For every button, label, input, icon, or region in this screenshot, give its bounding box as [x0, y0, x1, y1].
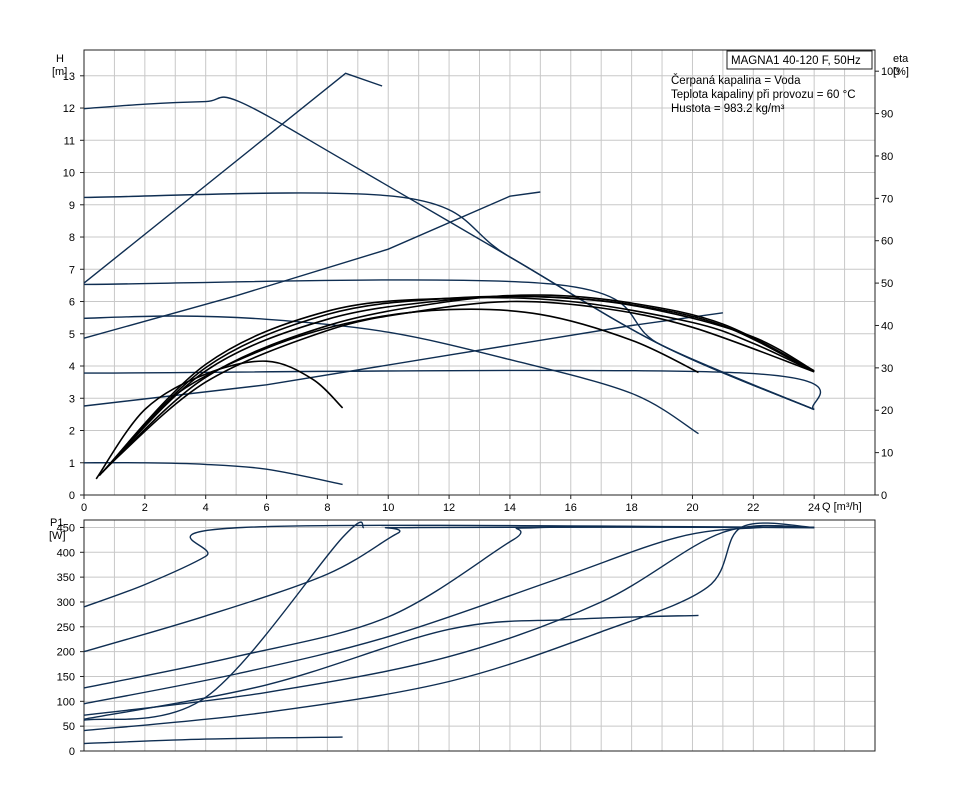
y2-tick-label: 80 [881, 151, 893, 163]
top-grid [84, 50, 875, 495]
power-curve [83, 525, 815, 689]
y-tick-label: 6 [69, 297, 75, 309]
p1-tick-label: 400 [57, 547, 75, 559]
y2-tick-label: 10 [881, 448, 893, 460]
y-tick-label: 2 [69, 426, 75, 438]
model-label-box [726, 50, 873, 70]
bottom-plot-frame [83, 519, 876, 752]
p1-tick-label: 100 [57, 696, 75, 708]
y-axis-label-p1: P1 [50, 517, 63, 529]
pump-info-box: MAGNA1 40-120 F, 50Hz Čerpaná kapalina =… [671, 50, 873, 115]
p1-tick-label: 250 [57, 622, 75, 634]
p1-tick-label: 150 [57, 671, 75, 683]
y-tick-label: 7 [69, 264, 75, 276]
head-curve [83, 369, 822, 411]
y-tick-label: 1 [69, 458, 75, 470]
y-tick-label: 9 [69, 200, 75, 212]
y-tick-label: 13 [63, 71, 75, 83]
bottom-curves [83, 521, 815, 745]
x-tick-label: 8 [324, 502, 330, 514]
y2-tick-label: 20 [881, 405, 893, 417]
bottom-grid [84, 520, 875, 751]
x-tick-label: 20 [686, 502, 698, 514]
y2-tick-label: 30 [881, 363, 893, 375]
efficiency-curve [98, 296, 815, 477]
y2-tick-label: 70 [881, 193, 893, 205]
head-curve [83, 315, 699, 435]
power-curve [83, 521, 365, 721]
y-axis-unit-p1: [W] [49, 530, 66, 542]
top-curves [83, 72, 822, 486]
y2-axis-unit-eta: [%] [893, 66, 909, 78]
power-curve [83, 736, 343, 745]
top-plot-frame [83, 49, 876, 496]
y2-tick-label: 40 [881, 320, 893, 332]
y-tick-label: 5 [69, 329, 75, 341]
y2-axis-label-eta: eta [893, 53, 909, 65]
eta-curve [83, 72, 383, 284]
y-tick-label: 11 [64, 135, 75, 147]
y2-tick-label: 0 [881, 490, 887, 502]
power-curve [83, 522, 815, 732]
efficiency-curve [110, 300, 815, 464]
power-curve [83, 614, 699, 720]
eta-curve [83, 312, 723, 407]
power-curve [83, 524, 815, 716]
eta-curve [83, 191, 541, 339]
x-tick-label: 12 [443, 502, 455, 514]
top-tick-labels: 0123456789101112130102030405060708090100… [63, 66, 900, 514]
efficiency-curve [95, 360, 344, 480]
x-tick-label: 2 [142, 502, 148, 514]
model-label: MAGNA1 40-120 F, 50Hz [731, 55, 861, 67]
x-tick-label: 14 [504, 502, 516, 514]
bottom-tick-labels: 0 50 100 150 200 250 300 350 400 450 [57, 522, 84, 758]
x-axis-label-q: Q [m³/h] [822, 501, 862, 513]
p1-tick-label: 300 [57, 597, 75, 609]
p1-tick-label: 50 [63, 721, 75, 733]
efficiency-curve [101, 295, 815, 473]
x-tick-label: 6 [263, 502, 269, 514]
y-tick-label: 4 [69, 361, 75, 373]
y2-tick-label: 90 [881, 109, 893, 121]
y-tick-label: 8 [69, 232, 75, 244]
p1-tick-label: 200 [57, 647, 75, 659]
y-tick-label: 12 [63, 103, 75, 115]
info-line-liquid: Čerpaná kapalina = Voda [671, 74, 801, 87]
p1-tick-label: 0 [69, 746, 75, 758]
y-tick-label: 3 [69, 393, 75, 405]
y2-tick-label: 60 [881, 236, 893, 248]
y-tick-label: 0 [69, 490, 75, 502]
head-curve [83, 461, 343, 486]
y-tick-label: 10 [63, 168, 75, 180]
p1-tick-label: 450 [57, 522, 75, 534]
x-tick-label: 24 [808, 502, 820, 514]
y2-tick-label: 100 [881, 66, 899, 78]
x-tick-label: 4 [203, 502, 209, 514]
y-axis-label-h: H [56, 53, 64, 65]
x-tick-label: 22 [747, 502, 759, 514]
info-line-density: Hustota = 983.2 kg/m³ [671, 103, 785, 115]
x-tick-label: 16 [565, 502, 577, 514]
y-axis-unit-h: [m] [52, 66, 67, 78]
x-tick-label: 18 [625, 502, 637, 514]
x-tick-label: 0 [81, 502, 87, 514]
info-line-temperature: Teplota kapaliny při provozu = 60 °C [671, 89, 856, 101]
p1-tick-label: 350 [57, 572, 75, 584]
x-tick-label: 10 [382, 502, 394, 514]
y2-tick-label: 50 [881, 278, 893, 290]
